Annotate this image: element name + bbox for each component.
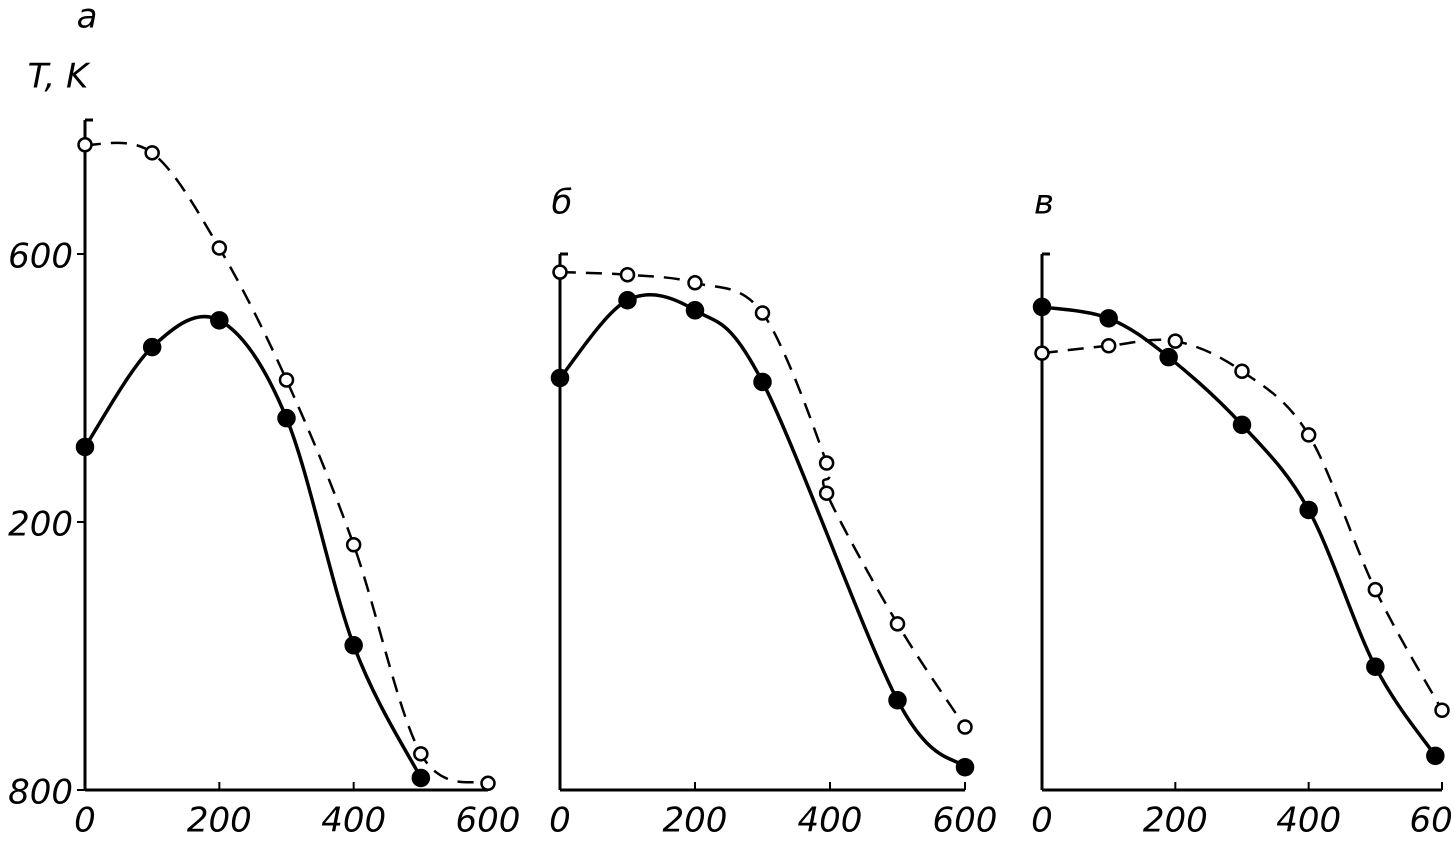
open-marker [619,267,636,283]
open-marker [1234,363,1250,379]
filled-marker [411,768,431,788]
y-tick-label: 200 [8,505,73,545]
filled-marker [1426,746,1445,766]
filled-marker [685,301,705,320]
filled-marker [1299,500,1318,520]
filled-marker [888,690,907,710]
filled-marker [1032,297,1052,317]
x-tick-label: 400 [321,801,386,841]
open-marker [1100,338,1117,354]
open-marker [754,305,771,321]
filled-marker [344,636,363,655]
open-marker [957,719,973,735]
open-marker [1300,427,1317,443]
open-marker [1367,581,1384,598]
filled-marker [550,368,570,388]
x-tick-label: 0 [1031,801,1053,841]
panel-title: б [552,183,573,223]
filled-marker [955,757,975,777]
x-tick-label: 200 [663,801,728,841]
filled-marker [142,337,162,357]
open-marker [1034,345,1050,361]
panel-title: в [1034,183,1054,223]
open-marker [413,746,429,762]
open-marker [687,275,703,291]
open-marker [818,455,835,471]
panel-title: a [77,0,98,37]
filled-marker [753,372,772,392]
open-marker [889,616,906,632]
x-tick-label: 400 [798,801,863,841]
curve [1041,338,1444,711]
x-tick-label: 200 [187,801,252,841]
curve [84,141,489,785]
open-marker [211,240,228,256]
curve [83,314,423,779]
filled-marker [1159,347,1178,367]
curve [559,270,967,728]
y-tick-label: 600 [8,237,73,277]
y-axis-label: T, K [28,57,91,97]
open-marker [818,485,835,501]
x-tick-label: 600 [933,801,998,841]
open-marker [278,372,295,388]
filled-marker [210,311,229,330]
open-marker [345,537,362,553]
filled-marker [1232,415,1252,435]
x-tick-label: 0 [549,801,571,841]
filled-marker [1366,657,1385,676]
filled-marker [618,290,637,310]
x-tick-label: 200 [1143,801,1208,841]
open-marker [77,137,93,153]
x-tick-label: 0 [74,801,96,841]
y-tick-label: 800 [8,773,73,813]
open-marker [480,775,496,792]
x-tick-label: 600 [1410,801,1454,841]
x-tick-label: 400 [1276,801,1341,841]
filled-marker [1099,309,1118,328]
filled-marker [75,437,95,457]
open-marker [144,145,160,161]
open-marker [552,264,568,280]
x-tick-label: 600 [456,801,521,841]
filled-marker [277,408,296,428]
open-marker [1167,333,1184,349]
open-marker [1434,702,1450,719]
